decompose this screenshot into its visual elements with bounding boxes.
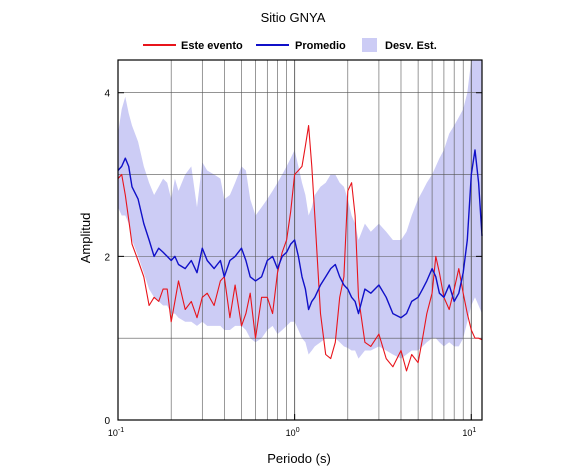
legend-label-2: Desv. Est. bbox=[385, 40, 437, 52]
plot-frame bbox=[117, 59, 483, 421]
series-line-promedio bbox=[117, 149, 483, 319]
chart-title: Sitio GNYA bbox=[261, 10, 326, 25]
y-tick-label: 4 bbox=[104, 89, 110, 100]
y-axis-label: Amplitud bbox=[78, 213, 93, 264]
legend-label-1: Promedio bbox=[295, 40, 346, 52]
legend-swatch-band bbox=[362, 38, 377, 52]
y-tick-label: 0 bbox=[104, 416, 110, 427]
y-tick-label: 2 bbox=[104, 252, 110, 263]
plot-area: 0 2 4 10-1 100 101 bbox=[104, 59, 483, 438]
x-axis-label: Periodo (s) bbox=[267, 451, 331, 466]
legend-label-0: Este evento bbox=[181, 40, 243, 52]
legend: Este evento Promedio Desv. Est. bbox=[143, 38, 437, 52]
x-tick-label: 10-1 bbox=[108, 427, 124, 438]
series-line-este-evento bbox=[117, 124, 483, 372]
x-tick-label: 101 bbox=[462, 427, 476, 438]
x-tick-label: 100 bbox=[286, 427, 300, 438]
std-dev-band bbox=[118, 60, 482, 359]
